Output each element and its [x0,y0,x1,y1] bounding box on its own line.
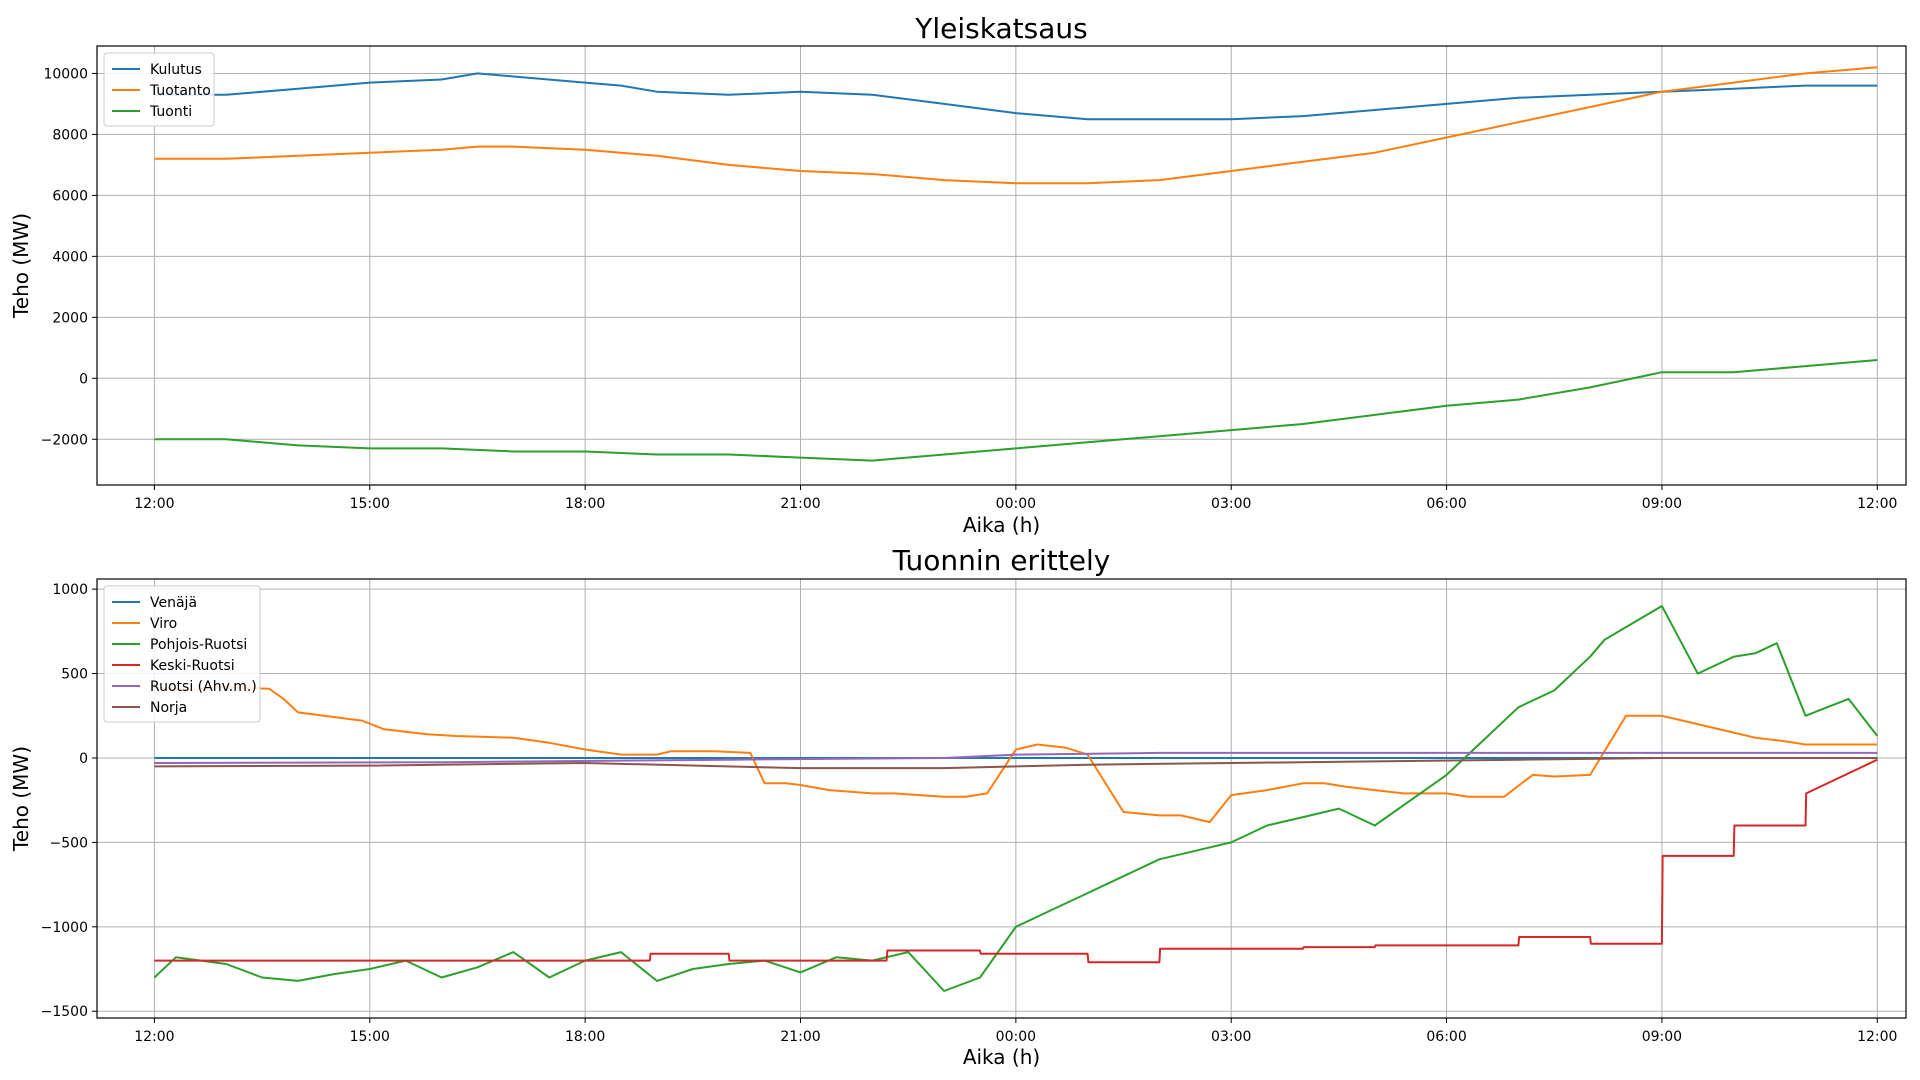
y-axis-label: Teho (MW) [9,746,33,852]
legend-entry: Keski-Ruotsi [150,658,235,674]
plot-frame [96,578,1907,1019]
x-tick-label: 21:00 [780,496,820,512]
x-tick-label: 18:00 [565,496,605,512]
x-tick-label: 12:00 [134,1029,174,1045]
x-axis-label: Aika (h) [963,1045,1040,1069]
legend: Kulutus Tuotanto Tuonti [103,52,215,127]
y-tick-label: 8000 [52,127,88,143]
overview-chart: 12:00 15:00 18:00 21:00 00:00 03:00 06:00 09:00… [9,12,1907,537]
x-tick-label: 18:00 [565,1029,605,1045]
y-tick-label: −1000 [41,920,88,936]
import-breakdown-chart: 12:00 15:00 18:00 21:00 00:00 03:00 06:00 09:00… [9,544,1907,1069]
x-tick-label: 03:00 [1211,1029,1251,1045]
x-tick-label: 00:00 [996,1029,1036,1045]
y-tick-label: 500 [61,667,88,683]
series-line-viro [154,686,1878,824]
x-tick-label: 21:00 [780,1029,820,1045]
legend-entry: Pohjois-Ruotsi [150,637,247,653]
x-tick-label: 15:00 [350,496,390,512]
x-axis-label: Aika (h) [963,513,1040,537]
legend-entry: Venäjä [150,595,197,611]
legend-entry: Tuotanto [149,83,211,99]
y-tick-label: 0 [79,371,88,387]
legend-box [103,52,215,127]
legend-entry: Kulutus [150,62,202,78]
y-tick-label: 2000 [52,310,88,326]
series-line-kulutus [154,72,1878,121]
legend: Venäjä Viro Pohjois-Ruotsi Keski-Ruotsi Ruot… [103,585,261,723]
x-tick-label: 12:00 [1857,496,1897,512]
series-line-tuonti [154,359,1878,462]
x-tick-label: 12:00 [134,496,174,512]
chart-title: Tuonnin erittely [892,544,1111,577]
x-tick-label: 00:00 [996,496,1036,512]
y-tick-label: 1000 [52,582,88,598]
series-line-norja [154,757,1878,770]
series-line-tuotanto [154,66,1878,185]
y-tick-label: 10000 [43,66,88,82]
x-tick-label: 12:00 [1857,1029,1897,1045]
x-tick-label: 06:00 [1426,496,1466,512]
series-line-keski-ruotsi [154,758,1878,964]
y-axis-label: Teho (MW) [9,213,33,319]
legend-entry: Viro [150,616,177,632]
legend-box [103,585,261,723]
y-tick-label: −1500 [41,1004,88,1020]
legend-entry: Tuonti [149,104,192,120]
x-tick-label: 03:00 [1211,496,1251,512]
y-tick-label: 6000 [52,188,88,204]
legend-entry: Ruotsi (Ahv.m.) [150,679,257,695]
x-tick-label: 06:00 [1426,1029,1466,1045]
chart-title: Yleiskatsaus [914,12,1087,45]
x-tick-label: 15:00 [350,1029,390,1045]
y-tick-label: −500 [50,835,88,851]
series-line-pohjois-ruotsi [153,605,1879,992]
plot-frame [96,45,1907,486]
y-tick-label: −2000 [41,432,88,448]
y-tick-label: 0 [79,751,88,767]
legend-entry: Norja [150,700,187,716]
x-tick-label: 09:00 [1642,496,1682,512]
y-tick-label: 4000 [52,249,88,265]
series-line-ruotsi-ahv-m [154,751,1878,764]
x-tick-label: 09:00 [1642,1029,1682,1045]
